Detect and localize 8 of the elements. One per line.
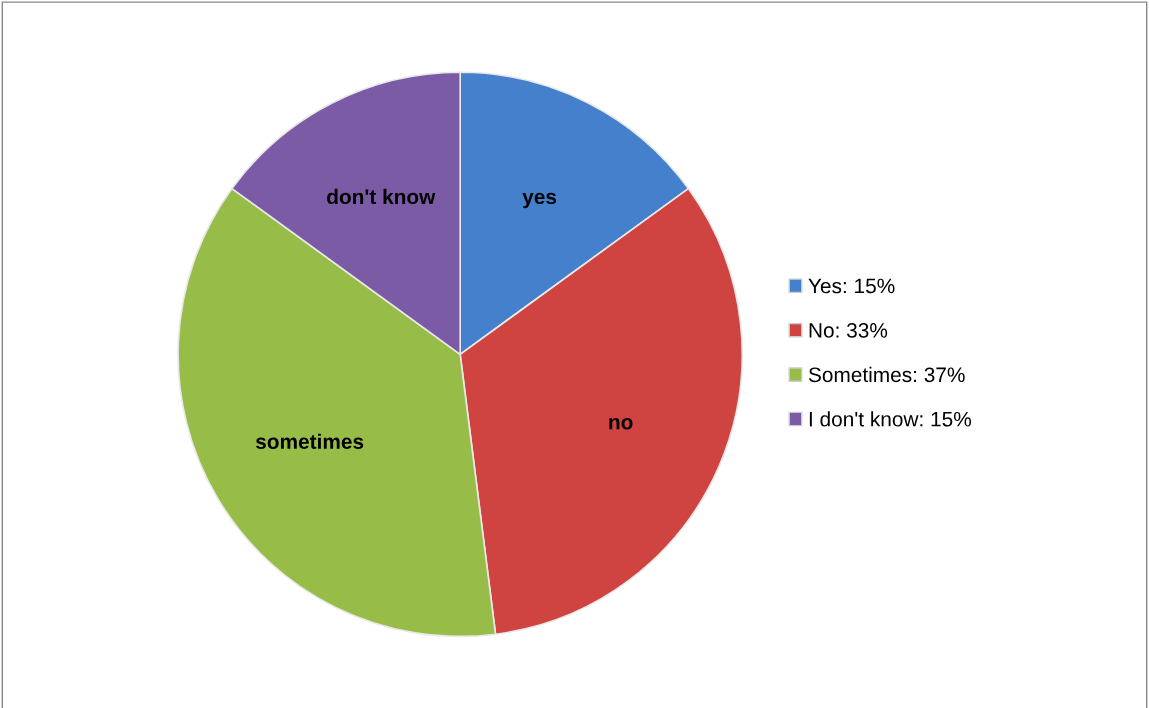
- legend-label: I don't know: 15%: [809, 411, 972, 427]
- legend-label: Sometimes: 37%: [808, 366, 965, 383]
- data-label: sometimes: [255, 433, 364, 449]
- legend-label: No: 33%: [809, 322, 888, 338]
- legend-label: Yes: 15%: [808, 278, 895, 294]
- data-label: don't know: [327, 188, 436, 205]
- data-label: yes: [522, 192, 557, 209]
- data-label: no: [609, 417, 633, 430]
